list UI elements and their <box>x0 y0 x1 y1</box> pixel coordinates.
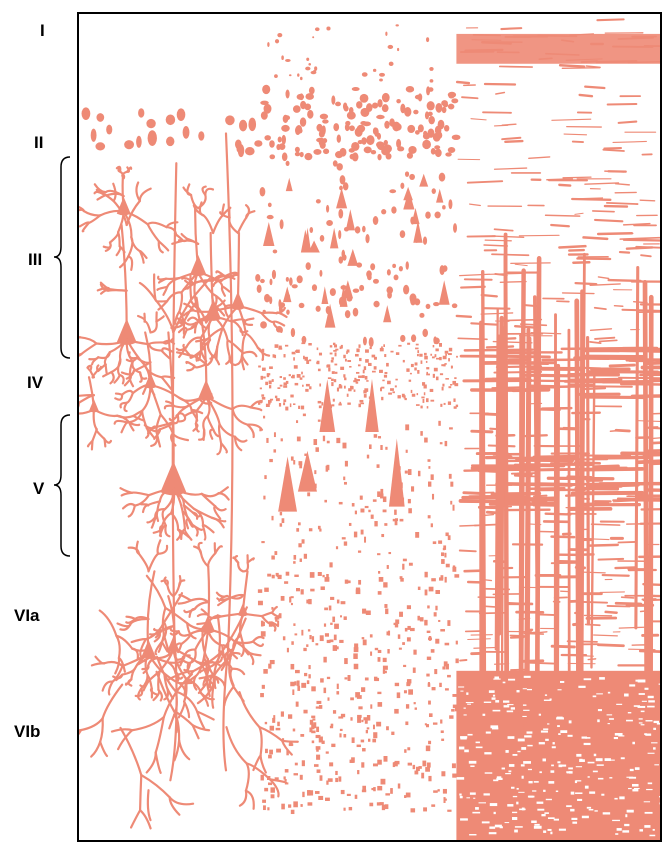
layer-label-v: V <box>33 479 45 498</box>
layer-iii-brace <box>53 156 71 359</box>
nissl-cell-panel <box>254 24 461 815</box>
layer-label-i: I <box>40 21 45 40</box>
stain-panels-frame <box>77 12 662 842</box>
layer-v-brace <box>53 414 71 557</box>
layer-label-vib: VIb <box>14 722 41 741</box>
layer-label-ii: II <box>34 133 44 152</box>
layer-label-via: VIa <box>14 606 40 625</box>
layer-label-iv: IV <box>27 373 44 392</box>
myelin-fiber-panel <box>455 18 660 840</box>
layer-label-iii: III <box>28 250 43 269</box>
golgi-neuron-panel <box>79 107 299 830</box>
